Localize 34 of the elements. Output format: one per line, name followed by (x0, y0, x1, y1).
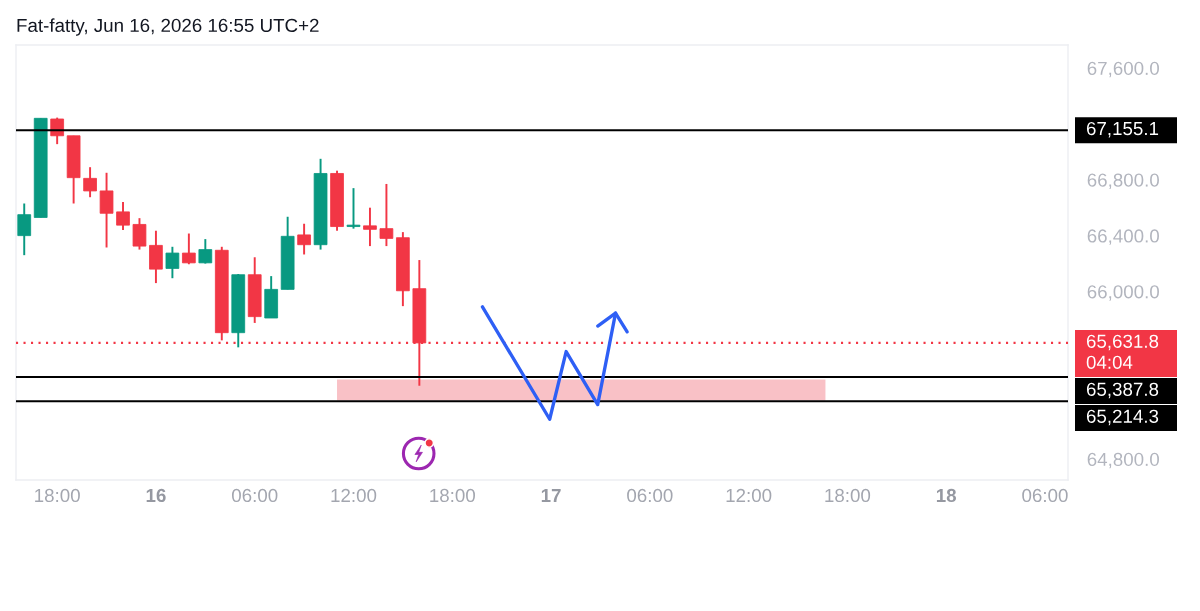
x-tick-label: 18:00 (430, 488, 475, 503)
ref-line-label: 67,155.1 (1086, 121, 1159, 138)
y-tick-label: 64,800.0 (1087, 452, 1159, 469)
ref-line-label: 65,387.8 (1086, 382, 1159, 399)
candlestick (198, 238, 213, 265)
ref-line-label: 65,214.3 (1086, 409, 1159, 426)
chart-title: Fat-fatty, Jun 16, 2026 16:55 UTC+2 (17, 18, 319, 36)
candlestick (116, 201, 130, 231)
y-tick-label: 66,000.0 (1087, 285, 1159, 301)
candlestick (346, 187, 361, 230)
x-tick-label: 12:00 (726, 488, 772, 503)
candlestick (363, 206, 377, 248)
y-tick-label: 66,800.0 (1087, 173, 1159, 189)
x-tick-label: 06:00 (231, 488, 278, 503)
candlestick (165, 245, 180, 280)
x-tick-label: 06:00 (627, 488, 673, 503)
x-tick-label: 18:00 (825, 488, 871, 503)
ref-line-label: 65,631.8 04:04 (1086, 334, 1159, 369)
x-tick-label: 18 (936, 488, 957, 503)
candlestick (132, 217, 147, 251)
x-tick-label: 06:00 (1022, 488, 1068, 503)
x-tick-label: 16 (146, 488, 166, 503)
candlestick (379, 182, 394, 248)
candlestick (83, 166, 97, 199)
x-tick-label: 17 (541, 489, 561, 502)
candlestick (149, 229, 163, 285)
y-tick-label: 66,400.0 (1087, 229, 1159, 245)
x-tick-label: 12:00 (331, 488, 377, 503)
candlestick (182, 232, 196, 266)
candlestick (297, 222, 311, 256)
candlestick (99, 171, 114, 249)
x-tick-label: 18:00 (35, 488, 80, 503)
candlestick (17, 202, 32, 257)
y-tick-label: 67,600.0 (1087, 61, 1159, 78)
